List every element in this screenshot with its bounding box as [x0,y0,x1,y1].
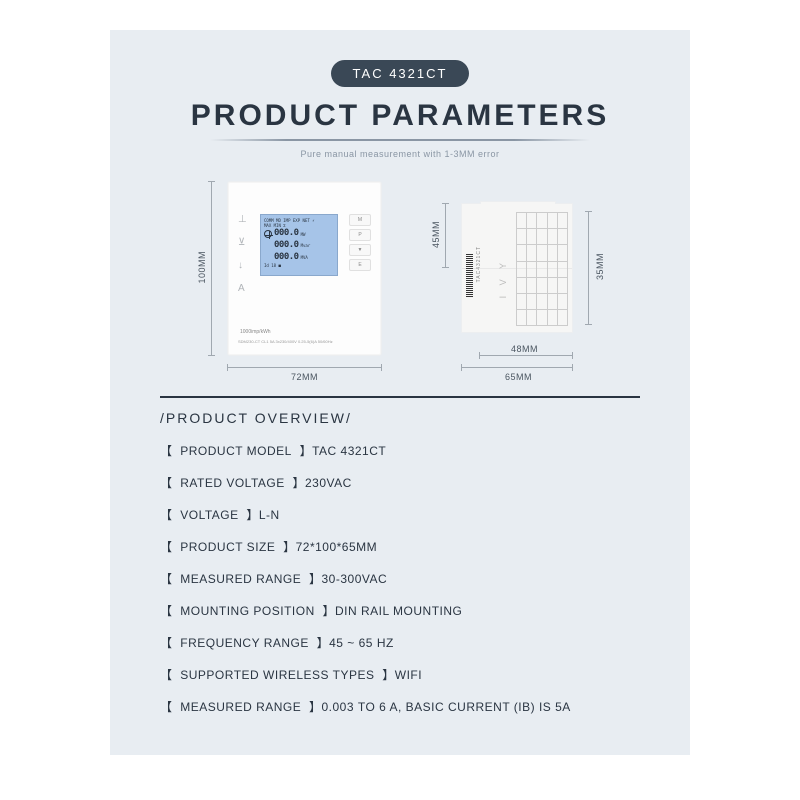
spec-item: 【 RATED VOLTAGE 】230VAC [160,474,640,491]
spec-item: 【 PRODUCT SIZE 】72*100*65MM [160,538,640,555]
antenna-icon: ⊥ [238,214,247,225]
model-badge: TAC 4321CT [331,60,470,87]
brand-logo: I V Y [498,259,508,298]
wifi-icon: ⊻ [238,237,247,248]
current-icon: A [238,283,247,294]
overview-section: /PRODUCT OVERVIEW/ 【 PRODUCT MODEL 】TAC … [110,396,690,715]
side-icons: ⊥ ⊻ ↓ A [238,214,247,294]
spec-item: 【 PRODUCT MODEL 】TAC 4321CT [160,442,640,459]
spec-item: 【 FREQUENCY RANGE 】45 ~ 65 HZ [160,634,640,651]
front-device: ⊥ ⊻ ↓ A COMM MD IMP EXP NET ⚡ MAX MIN Σ … [227,181,382,356]
lcd-val2: 000.0 [274,240,299,252]
spec-item: 【 MOUNTING POSITION 】DIN RAIL MOUNTING [160,602,640,619]
overview-header: /PRODUCT OVERVIEW/ [160,396,640,426]
side-inner-label: 35MM [595,253,605,280]
device-btn-down: ▼ [349,244,371,256]
lcd-screen: COMM MD IMP EXP NET ⚡ MAX MIN Σ 000.0MW … [260,214,338,276]
front-view-wrap: 100MM 72MM ⊥ ⊻ ↓ A COMM MD IMP EXP NET ⚡… [203,181,382,378]
spec-item: 【 SUPPORTED WIRELESS TYPES 】WIFI [160,666,640,683]
side-inner-width-label: 48MM [511,344,538,354]
terminal-text: SDM230-CT CL1 5A 3x230/400V 0.25-5(6)A 5… [238,339,371,345]
page-title: PRODUCT PARAMETERS [110,99,690,133]
front-width-label: 72MM [291,372,318,382]
side-width-label: 65MM [505,372,532,382]
spec-item: 【 MEASURED RANGE 】30-300VAC [160,570,640,587]
side-height-label: 45MM [431,221,441,248]
product-card: TAC 4321CT PRODUCT PARAMETERS Pure manua… [110,30,690,755]
spec-item: 【 VOLTAGE 】L-N [160,506,640,523]
subtitle: Pure manual measurement with 1-3MM error [110,149,690,159]
lcd-val1: 000.0 [274,228,299,240]
side-device: TAC4321CT I V Y [461,203,573,333]
phase-icon [264,230,272,238]
lcd-unit2: Mvar [301,243,311,248]
spec-list: 【 PRODUCT MODEL 】TAC 4321CT 【 RATED VOLTA… [160,442,640,715]
diagram-area: 100MM 72MM ⊥ ⊻ ↓ A COMM MD IMP EXP NET ⚡… [110,181,690,378]
lcd-val3: 000.0 [274,252,299,264]
button-column: M P ▼ E [349,214,371,271]
spec-item: 【 MEASURED RANGE 】0.003 TO 6 A, BASIC CU… [160,698,640,715]
arrow-icon: ↓ [238,260,247,271]
side-model-text: TAC4321CT [476,246,482,282]
side-view-wrap: 45MM 35MM 48MM 65MM TAC4321CT I V Y [437,181,597,378]
device-btn-p: P [349,229,371,241]
lcd-unit3: MVA [301,255,308,260]
spec-table-graphic [516,212,568,326]
lcd-bottom: Id 18 ■ [264,263,281,268]
pulse-label: 1000imp/kWh [240,329,271,335]
device-btn-m: M [349,214,371,226]
front-height-label: 100MM [197,251,207,284]
title-underline [210,139,590,141]
device-btn-e: E [349,259,371,271]
barcode [466,254,473,298]
lcd-unit1: MW [301,232,306,237]
